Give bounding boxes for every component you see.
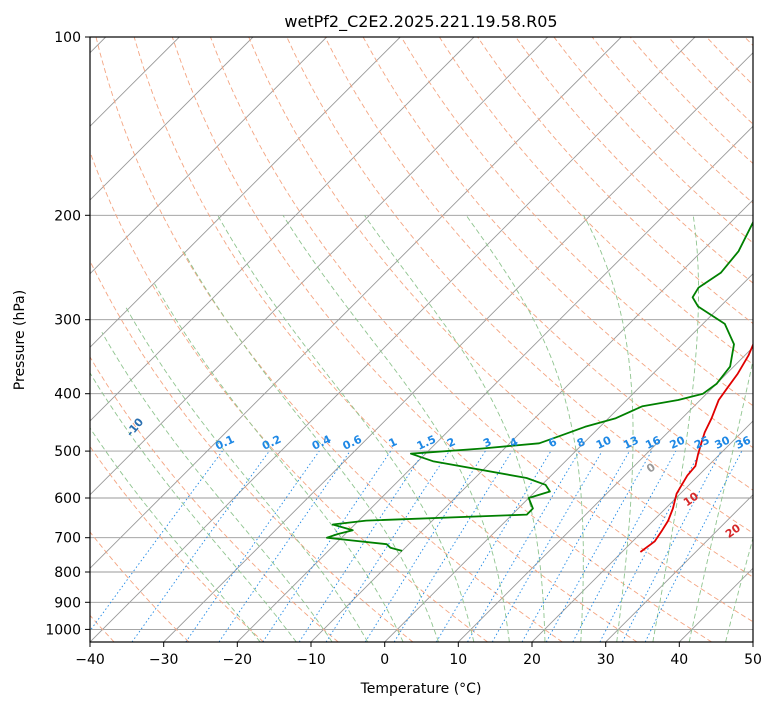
x-tick-label: −30 — [149, 652, 179, 668]
moist-adiabat-line — [282, 215, 510, 642]
dry-adiabat-line — [286, 37, 753, 534]
y-tick-label: 200 — [54, 208, 81, 224]
mixing-ratio-line — [90, 450, 223, 632]
dry-adiabat-line — [591, 37, 753, 204]
isotherm-line — [457, 346, 753, 642]
y-tick-label: 100 — [54, 30, 81, 46]
x-tick-label: 10 — [449, 652, 467, 668]
dry-adiabat-line — [90, 531, 190, 642]
mixing-ratio-line — [467, 450, 580, 642]
dry-adiabat-line — [171, 37, 712, 642]
mixing-ratio-line — [325, 450, 450, 642]
background-lines — [90, 37, 753, 642]
isotherm-line — [605, 494, 753, 642]
x-tick-label: 50 — [744, 652, 762, 668]
mixing-ratio-label: 20 — [668, 433, 688, 451]
mixing-ratio-label: 30 — [713, 433, 733, 451]
isotherm-line — [531, 420, 753, 642]
y-tick-label: 700 — [54, 531, 81, 547]
isotherm-line — [384, 273, 753, 642]
y-tick-label: 800 — [54, 565, 81, 581]
dry-adiabat-line — [90, 356, 339, 642]
isotherm-line — [90, 37, 696, 642]
mixing-ratio-line — [218, 450, 351, 642]
moist-adiabat-line — [101, 331, 333, 642]
mixing-ratio-label: 16 — [643, 433, 663, 451]
series-layer — [326, 197, 753, 553]
mixing-ratio-label: 36 — [733, 433, 753, 451]
isotherm-line — [90, 37, 475, 422]
y-tick-label: 400 — [54, 387, 81, 403]
isotherm-line — [163, 52, 753, 642]
x-tick-label: −40 — [75, 652, 105, 668]
y-tick-label: 900 — [54, 595, 81, 611]
x-tick-label: −20 — [223, 652, 253, 668]
isotherm-line — [90, 37, 401, 348]
isotherm-line — [90, 37, 254, 201]
x-axis-ticks: −40 −30 −20 −10 0 10 20 30 40 50 — [75, 642, 762, 668]
moist-adiabat-line — [364, 215, 546, 642]
moist-adiabat-line — [652, 215, 699, 642]
x-tick-label: −10 — [296, 652, 326, 668]
mixing-ratio-line — [436, 450, 552, 642]
plot-frame — [89, 36, 754, 643]
mixing-ratio-line — [521, 450, 630, 642]
x-tick-label: 40 — [670, 652, 688, 668]
mixing-ratio-label: 13 — [621, 434, 640, 452]
x-tick-label: 0 — [380, 652, 389, 668]
mixing-ratio-line — [185, 450, 320, 642]
mixing-ratio-line — [491, 450, 603, 642]
moist-adiabat-line — [90, 427, 261, 642]
isotherm-line — [752, 641, 753, 642]
moist-adiabat-label: 30 — [766, 553, 775, 573]
dry-adiabat-line — [324, 37, 753, 491]
isotherm-line — [90, 37, 328, 275]
moist-adiabat-line — [183, 251, 439, 642]
dry-adiabat-line — [553, 37, 753, 244]
mixing-ratio-line — [393, 450, 513, 642]
y-axis-label: Pressure (hPa) — [12, 290, 28, 390]
y-tick-label: 600 — [54, 491, 81, 507]
mixing-ratio-line — [545, 450, 652, 642]
plot-background — [90, 37, 753, 642]
temperature-profile — [639, 342, 753, 553]
mixing-ratio-line — [131, 450, 270, 642]
moist-adiabat-line — [583, 215, 634, 642]
x-tick-label: 30 — [597, 652, 615, 668]
dry-adiabat-line — [400, 37, 753, 407]
chart-title: wetPf2_C2E2.2025.221.19.58.R05 — [284, 12, 557, 32]
mixing-ratio-line — [364, 450, 486, 642]
dry-adiabat-line — [248, 37, 753, 578]
dry-adiabat-line — [477, 37, 753, 325]
y-axis-ticks: 1000 900 800 700 600 500 400 300 200 100 — [45, 30, 90, 638]
dry-adiabat-line — [133, 37, 638, 642]
y-tick-label: 300 — [54, 313, 81, 329]
dry-adiabat-line — [90, 150, 488, 642]
isotherm-line — [236, 125, 753, 642]
y-tick-label: 1000 — [45, 622, 81, 638]
mixing-ratio-line — [572, 450, 677, 642]
x-tick-label: 20 — [523, 652, 541, 668]
dewpoint-profile — [326, 197, 753, 552]
isotherm-line — [90, 37, 549, 496]
dry-adiabat-line — [210, 37, 753, 623]
mixing-ratio-label: 10 — [594, 433, 614, 451]
dry-adiabat-line — [439, 37, 753, 365]
isotherm-line — [90, 37, 622, 569]
moist-adiabat-line — [688, 358, 753, 642]
mixing-ratio-label: 25 — [692, 434, 711, 452]
dry-adiabat-line — [362, 37, 753, 449]
y-tick-label: 500 — [54, 444, 81, 460]
x-axis-label: Temperature (°C) — [360, 681, 482, 697]
